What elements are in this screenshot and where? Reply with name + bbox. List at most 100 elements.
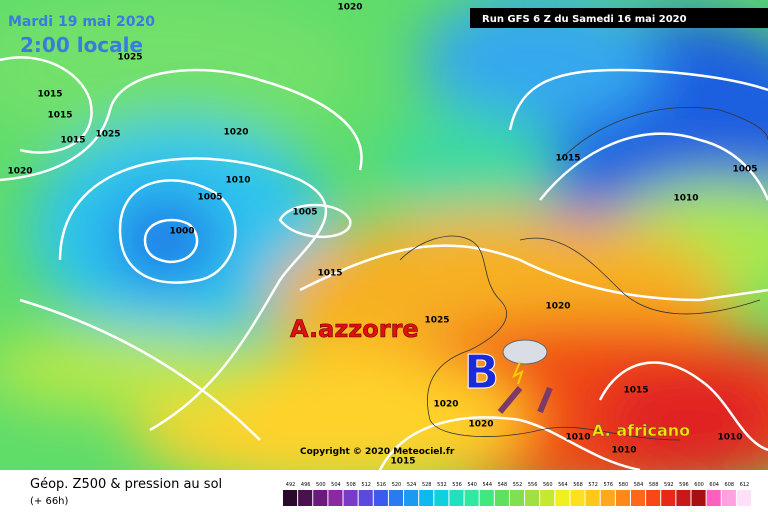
scale-label: 532 [437, 482, 447, 488]
scale-swatch [358, 490, 373, 506]
scale-label: 516 [377, 482, 387, 488]
run-info: Run GFS 6 Z du Samedi 16 mai 2020 [482, 14, 687, 25]
scale-label: 600 [694, 482, 704, 488]
copyright: Copyright © 2020 Meteociel.fr [300, 447, 455, 457]
isobar-label: 1010 [611, 446, 636, 456]
scale-swatch [343, 490, 358, 506]
scale-swatch [434, 490, 449, 506]
scale-swatch [585, 490, 600, 506]
scale-swatch [373, 490, 388, 506]
scale-swatch [328, 490, 343, 506]
scale-label: 544 [482, 482, 492, 488]
isobar-label: 1025 [117, 53, 142, 63]
scale-label: 560 [543, 482, 553, 488]
scale-label: 580 [619, 482, 629, 488]
isobar-label: 1010 [565, 433, 590, 443]
scale-swatch [630, 490, 646, 506]
scale-label: 584 [634, 482, 644, 488]
scale-label: 552 [513, 482, 523, 488]
isobar-label: 1025 [424, 316, 449, 326]
scale-swatch [646, 490, 661, 506]
isobar-label: 1000 [169, 227, 194, 237]
scale-label: 512 [361, 482, 371, 488]
lead-time: (+ 66h) [30, 496, 69, 507]
scale-label: 504 [331, 482, 341, 488]
isobar-label: 1020 [337, 3, 362, 13]
isobar-label: 1005 [732, 165, 757, 175]
scale-label: 596 [679, 482, 689, 488]
scale-swatch [283, 490, 298, 506]
high-azores: A.azzorre [290, 315, 419, 343]
scale-swatch [676, 490, 691, 506]
scale-label: 548 [498, 482, 508, 488]
scale-label: 540 [467, 482, 477, 488]
scale-label: 536 [452, 482, 462, 488]
scale-label: 592 [664, 482, 674, 488]
isobar-label: 1025 [95, 130, 120, 140]
isobar-label: 1015 [390, 457, 415, 467]
scale-label: 608 [725, 482, 735, 488]
scale-swatch [691, 490, 706, 506]
scale-label: 492 [286, 482, 296, 488]
storm-icon [497, 339, 553, 414]
scale-swatch [706, 490, 721, 506]
run-box [470, 8, 768, 28]
scale-swatch [388, 490, 404, 506]
scale-swatch [736, 490, 751, 506]
scale-swatch [540, 490, 555, 506]
scale-swatch [313, 490, 328, 506]
scale-swatch [494, 490, 509, 506]
scale-label: 568 [573, 482, 583, 488]
scale-swatch [615, 490, 630, 506]
scale-swatch [419, 490, 434, 506]
scale-swatch [570, 490, 585, 506]
isobar-label: 1010 [673, 194, 698, 204]
isobar-label: 1020 [468, 420, 493, 430]
scale-swatch [721, 490, 736, 506]
scale-swatch [298, 490, 313, 506]
low-label: B [464, 345, 499, 399]
isobars [0, 56, 768, 470]
scale-label: 612 [740, 482, 750, 488]
isobar-label: 1015 [60, 136, 85, 146]
scale-label: 524 [407, 482, 417, 488]
date: Mardi 19 mai 2020 [8, 14, 155, 30]
local-time: 2:00 locale [20, 33, 143, 57]
high-africa: A. africano [592, 421, 690, 440]
legend-title: Géop. Z500 & pression au sol [30, 477, 222, 492]
scale-swatch [600, 490, 615, 506]
scale-swatch [661, 490, 676, 506]
field [0, 0, 768, 470]
scale-label: 576 [604, 482, 614, 488]
scale-label: 528 [422, 482, 432, 488]
isobar-label: 1015 [47, 111, 72, 121]
scale-label: 604 [709, 482, 719, 488]
scale-swatch [509, 490, 525, 506]
scale-swatch [449, 490, 464, 506]
isobar-label: 1010 [225, 176, 250, 186]
scale-swatch [555, 490, 570, 506]
scale-label: 572 [588, 482, 598, 488]
scale-label: 556 [528, 482, 538, 488]
isobar-label: 1015 [37, 90, 62, 100]
isobar-label: 1020 [7, 167, 32, 177]
scale-label: 500 [316, 482, 326, 488]
scale-label: 588 [649, 482, 659, 488]
scale-swatch [464, 490, 479, 506]
isobar-label: 1015 [623, 386, 648, 396]
isobar-label: 1005 [292, 208, 317, 218]
isobar-label: 1010 [717, 433, 742, 443]
isobar-label: 1020 [223, 128, 248, 138]
isobar-label: 1015 [317, 269, 342, 279]
isobar-label: 1005 [197, 193, 222, 203]
isobar-label: 1020 [545, 302, 570, 312]
scale-swatch [404, 490, 419, 506]
isobar-label: 1020 [433, 400, 458, 410]
scale-label: 508 [346, 482, 356, 488]
scale-label: 564 [558, 482, 568, 488]
coastlines [399, 107, 768, 441]
scale-swatch [525, 490, 540, 506]
isobar-label: 1015 [555, 154, 580, 164]
scale-label: 496 [301, 482, 311, 488]
